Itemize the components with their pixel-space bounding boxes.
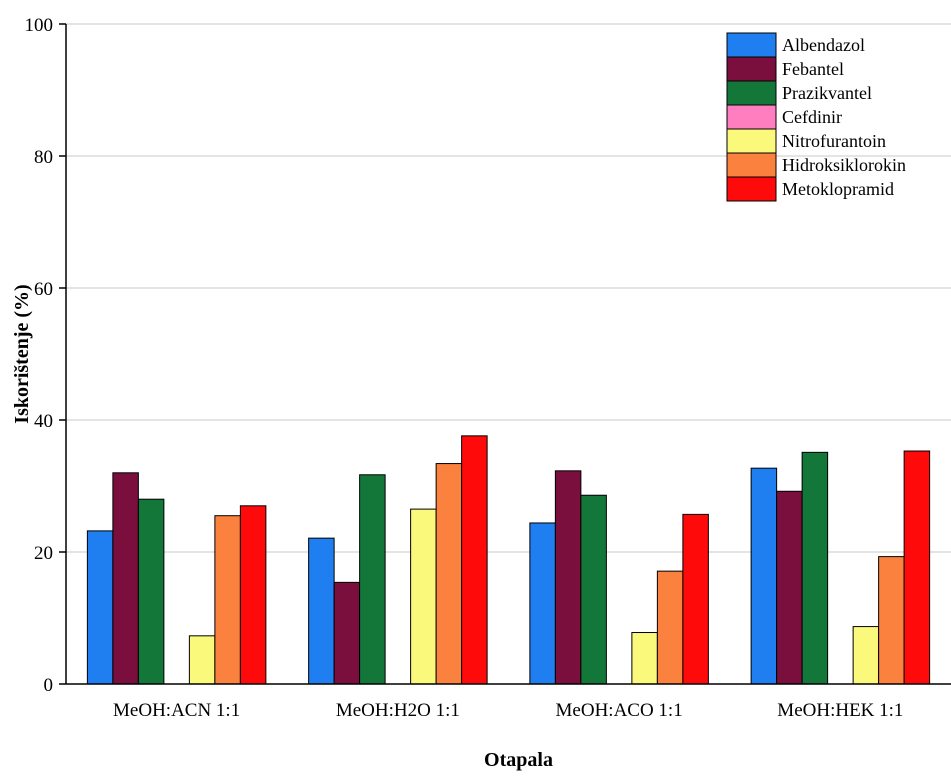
bar-hidroksiklorokin [435, 463, 463, 685]
legend-label: Febantel [782, 59, 844, 79]
x-category-label: MeOH:HEK 1:1 [777, 700, 903, 721]
bar-albendazol [529, 522, 556, 685]
legend-swatch [726, 80, 777, 106]
bar-febantel [554, 470, 582, 685]
bar-metoklopramid [682, 513, 709, 685]
bar-metoklopramid [239, 505, 267, 685]
x-category-label: MeOH:ACN 1:1 [113, 700, 240, 721]
x-categories: MeOH:ACN 1:1 MeOH:H2O 1:1 MeOH:ACO 1:1 MeOH… [113, 700, 903, 721]
x-category-label: MeOH:ACO 1:1 [556, 700, 683, 721]
bar-nitrofurantoin [188, 635, 216, 685]
y-tick-label: 20 [34, 543, 53, 564]
y-tick-label: 80 [34, 147, 53, 168]
bar-febantel [776, 490, 803, 685]
bar-albendazol [86, 530, 114, 685]
legend-label: Metoklopramid [782, 179, 894, 199]
legend-label: Albendazol [782, 35, 865, 55]
bar-prazikvantel [359, 474, 386, 685]
bar-hidroksiklorokin [878, 556, 905, 685]
bar-prazikvantel [801, 451, 829, 685]
y-axis-title: Iskorištenje (%) [11, 284, 33, 423]
legend-swatch [726, 176, 777, 202]
bar-metoklopramid [461, 435, 488, 685]
axes [65, 24, 951, 685]
x-axis-title: Otapala [484, 749, 553, 771]
bar-febantel [333, 581, 361, 685]
legend-swatch [726, 104, 777, 130]
bar-febantel [112, 472, 139, 685]
bar-hidroksiklorokin [656, 570, 684, 685]
bar-prazikvantel [580, 494, 607, 685]
legend-label: Hidroksiklorokin [782, 155, 906, 175]
bar-nitrofurantoin [410, 508, 437, 685]
bar-metoklopramid [903, 450, 931, 685]
bar-nitrofurantoin [852, 626, 880, 685]
y-ticks: 0 20 40 60 80 100 [25, 15, 66, 696]
legend-label: Nitrofurantoin [782, 131, 886, 151]
legend-swatch [726, 152, 777, 178]
bar-albendazol [308, 537, 335, 685]
legend: Albendazol Febantel Prazikvantel Cefdinir Ni… [726, 32, 906, 202]
bar-nitrofurantoin [631, 632, 658, 685]
bar-prazikvantel [137, 498, 165, 685]
legend-swatch [726, 32, 777, 58]
legend-swatch [726, 128, 777, 154]
y-tick-label: 0 [44, 675, 54, 696]
bar-hidroksiklorokin [214, 515, 241, 685]
y-tick-label: 100 [25, 15, 54, 36]
bars [86, 435, 931, 685]
x-category-label: MeOH:H2O 1:1 [336, 700, 460, 721]
legend-swatch [726, 56, 777, 82]
legend-label: Prazikvantel [782, 83, 872, 103]
legend-label: Cefdinir [782, 107, 842, 127]
y-tick-label: 60 [34, 279, 53, 300]
y-tick-label: 40 [34, 411, 53, 432]
bar-albendazol [750, 467, 778, 685]
